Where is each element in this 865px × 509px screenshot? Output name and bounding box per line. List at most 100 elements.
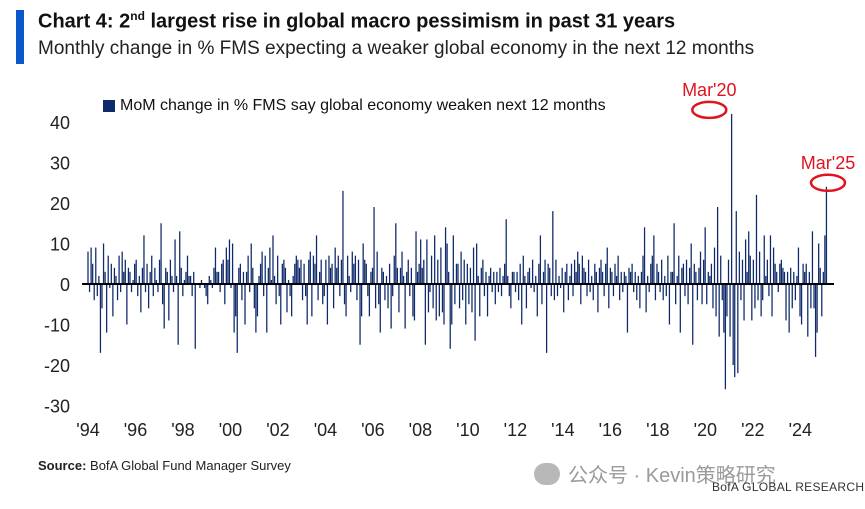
bar — [619, 284, 621, 301]
bar — [409, 284, 411, 297]
bar — [679, 284, 681, 333]
x-tick-label: '96 — [124, 420, 147, 440]
bar — [463, 259, 465, 284]
bar — [741, 259, 744, 284]
bar — [454, 284, 456, 305]
bar — [629, 271, 632, 284]
watermark-text: 公众号 · Kevin策略研究 — [568, 465, 776, 487]
bar — [396, 267, 398, 284]
bar — [317, 284, 319, 301]
bar — [550, 284, 552, 297]
bar — [371, 267, 374, 284]
bar — [404, 284, 406, 329]
bar — [804, 271, 806, 284]
bar — [797, 247, 800, 284]
bar — [671, 271, 674, 284]
bar — [452, 235, 454, 284]
bar — [278, 284, 280, 297]
bar — [595, 271, 597, 284]
x-tick-label: '24 — [789, 420, 812, 440]
bar — [342, 190, 344, 284]
bar-series — [87, 113, 829, 390]
bar — [101, 284, 103, 309]
bar — [451, 284, 453, 325]
bar — [281, 263, 283, 284]
bar — [766, 259, 768, 284]
bar — [819, 267, 821, 284]
bar — [205, 284, 207, 297]
bar — [794, 284, 796, 301]
bar — [171, 275, 173, 284]
bar — [430, 255, 433, 284]
bar — [617, 255, 619, 284]
bar — [418, 263, 420, 284]
bar — [611, 271, 613, 284]
bar — [483, 284, 486, 297]
bar — [575, 271, 577, 284]
bar — [435, 284, 437, 321]
bar — [623, 271, 625, 284]
bar — [102, 243, 105, 284]
bar — [437, 259, 439, 284]
bar — [720, 255, 722, 284]
bar — [675, 284, 677, 305]
bar — [628, 267, 630, 284]
bar — [594, 263, 596, 284]
bar — [255, 284, 257, 333]
bar — [643, 227, 646, 284]
bar — [818, 243, 820, 284]
bar — [729, 284, 731, 337]
bar — [650, 263, 652, 284]
bar — [469, 267, 472, 284]
bar — [427, 284, 430, 313]
bar — [533, 284, 535, 293]
bar — [300, 259, 302, 284]
bar — [146, 263, 148, 284]
bar — [143, 235, 145, 284]
bar — [695, 271, 697, 284]
bar — [249, 284, 251, 293]
bar — [378, 284, 380, 305]
bar — [479, 284, 481, 317]
bar — [266, 284, 268, 333]
bar — [303, 263, 305, 284]
bar — [200, 279, 203, 284]
bar — [410, 267, 412, 284]
bar — [605, 263, 607, 284]
bar — [247, 255, 249, 284]
bar — [710, 263, 713, 284]
bar — [724, 284, 727, 390]
bar — [235, 284, 237, 317]
bar — [482, 259, 484, 284]
bar — [511, 271, 514, 284]
bar — [376, 251, 378, 284]
source-note: Source: BofA Global Fund Manager Survey — [38, 458, 291, 473]
bar — [760, 284, 762, 317]
bar — [238, 267, 240, 284]
bar — [716, 207, 719, 284]
bar — [668, 284, 671, 325]
bar — [183, 279, 186, 284]
bar — [137, 284, 139, 297]
bar — [536, 284, 538, 317]
x-tick-label: '04 — [314, 420, 337, 440]
bar — [416, 271, 419, 284]
bar — [241, 284, 243, 301]
bar — [637, 275, 639, 284]
bar — [726, 284, 728, 317]
bar — [149, 271, 151, 284]
bar — [98, 275, 100, 284]
bar — [600, 259, 602, 284]
bar — [263, 284, 265, 297]
bar — [502, 275, 504, 284]
chart-subtitle: Monthly change in % FMS expecting a weak… — [38, 38, 755, 59]
bar — [351, 251, 353, 284]
y-tick-label: 40 — [50, 113, 70, 133]
bar — [755, 194, 758, 284]
bar — [407, 259, 409, 284]
bar — [570, 263, 573, 284]
bar — [280, 284, 282, 325]
bar — [510, 284, 512, 309]
bar — [542, 271, 545, 284]
